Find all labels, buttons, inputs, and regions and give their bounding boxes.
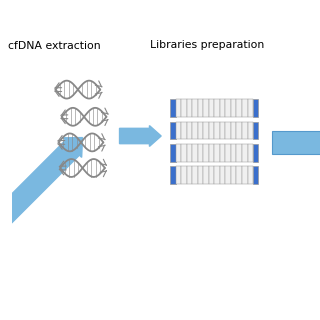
Bar [253,99,258,117]
Bar [242,99,247,117]
Bar [203,122,209,139]
Bar [171,166,176,184]
Bar [214,122,220,139]
Bar [209,122,214,139]
Bar [176,166,181,184]
Text: Libraries preparation: Libraries preparation [150,40,265,50]
Bar [236,144,242,162]
Bar [231,122,236,139]
Bar [192,122,198,139]
Bar [198,99,203,117]
Bar [242,166,247,184]
Bar [253,122,258,139]
Bar [209,144,214,162]
Bar [176,144,181,162]
Bar [171,122,176,139]
Bar [231,144,236,162]
Bar [187,166,192,184]
Bar [187,144,192,162]
Bar [209,99,214,117]
Bar [203,99,209,117]
Bar [176,122,181,139]
Bar [181,144,187,162]
Bar [181,166,187,184]
Bar [253,144,258,162]
Bar [203,144,209,162]
Bar [187,122,192,139]
Bar [225,99,231,117]
Bar [171,99,176,117]
Bar [220,144,225,162]
Bar [236,99,242,117]
Bar [225,166,231,184]
Bar [203,166,209,184]
Bar [192,99,198,117]
Bar [247,122,253,139]
Bar [231,99,236,117]
FancyArrow shape [120,126,161,147]
Bar [192,144,198,162]
Bar [187,99,192,117]
Bar [242,144,247,162]
Bar [176,99,181,117]
Bar [247,99,253,117]
Bar [253,166,258,184]
FancyArrow shape [0,138,83,231]
Bar [231,166,236,184]
Bar [198,166,203,184]
Bar [198,122,203,139]
Bar [209,166,214,184]
Bar [272,131,320,154]
Bar [242,122,247,139]
Bar [247,144,253,162]
Bar [198,144,203,162]
Bar [225,144,231,162]
Bar [220,166,225,184]
Text: cfDNA extraction: cfDNA extraction [8,41,101,52]
Bar [236,166,242,184]
Bar [247,166,253,184]
Bar [220,122,225,139]
Bar [171,144,176,162]
Bar [236,122,242,139]
Bar [181,99,187,117]
Bar [181,122,187,139]
Bar [214,144,220,162]
Bar [214,166,220,184]
Bar [220,99,225,117]
Bar [214,99,220,117]
Bar [192,166,198,184]
Bar [225,122,231,139]
